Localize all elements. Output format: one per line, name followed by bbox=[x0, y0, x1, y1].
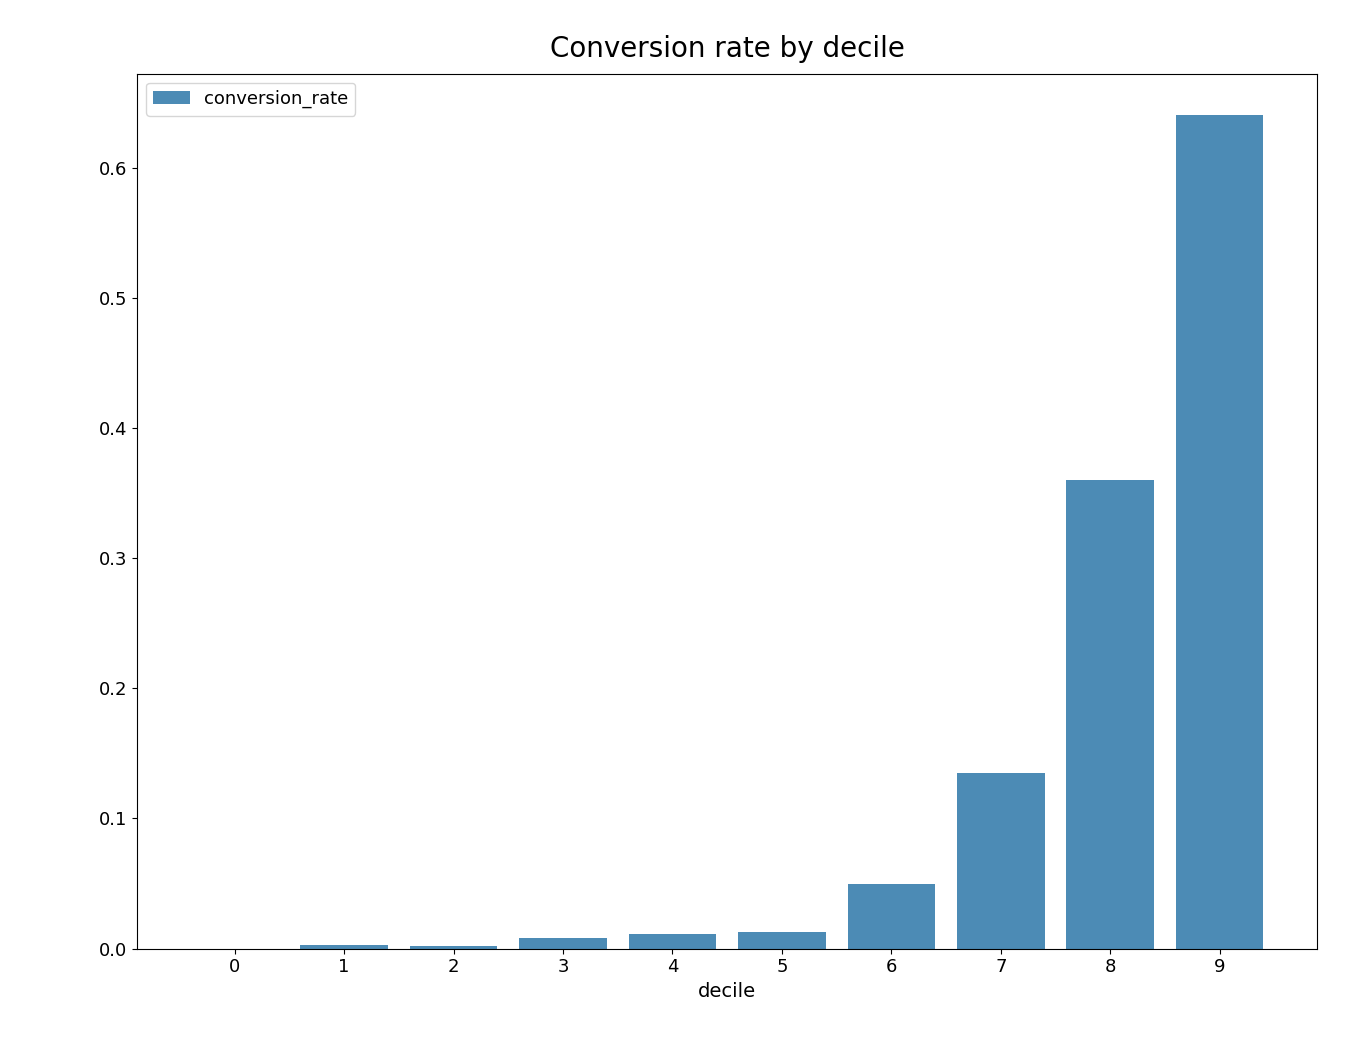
Bar bbox=[1066, 480, 1154, 949]
Bar bbox=[958, 773, 1044, 949]
Legend: conversion_rate: conversion_rate bbox=[147, 83, 355, 116]
Bar bbox=[848, 883, 936, 949]
Bar bbox=[300, 944, 388, 949]
Bar bbox=[519, 938, 606, 949]
Bar bbox=[738, 932, 826, 949]
X-axis label: decile: decile bbox=[698, 982, 756, 1001]
Bar bbox=[410, 946, 497, 949]
Bar bbox=[628, 934, 716, 949]
Title: Conversion rate by decile: Conversion rate by decile bbox=[550, 35, 904, 63]
Bar bbox=[1176, 116, 1264, 949]
